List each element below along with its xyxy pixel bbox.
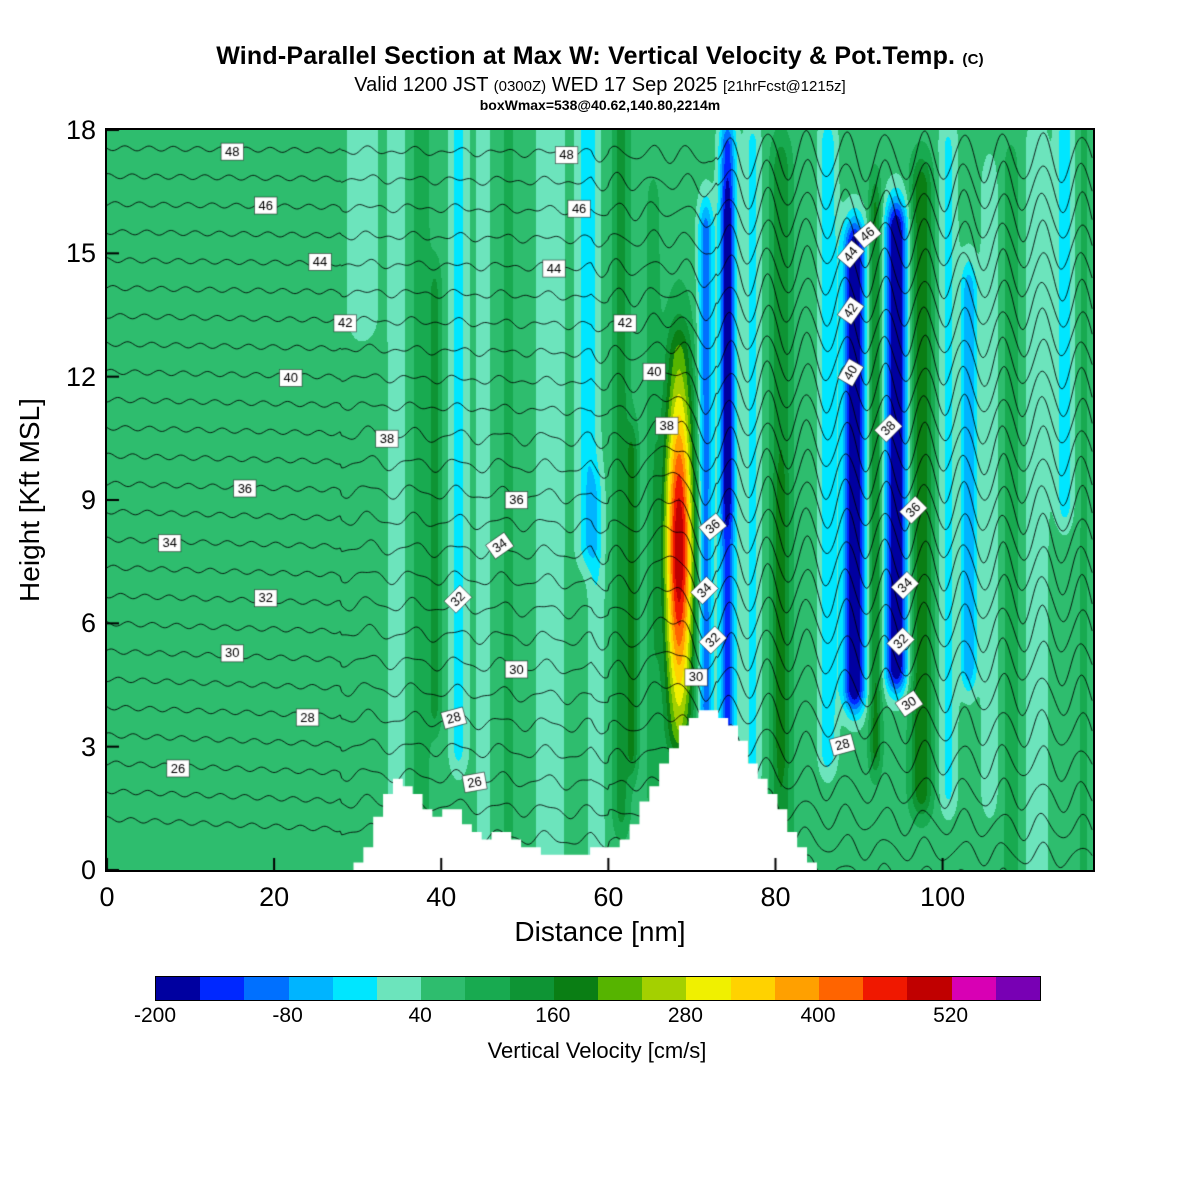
colorbar-segment (730, 977, 775, 1000)
colorbar-segment (509, 977, 554, 1000)
colorbar-tick-label: 400 (800, 1004, 836, 1027)
chart-subtitle: Valid 1200 JST (0300Z) WED 17 Sep 2025 [… (0, 74, 1200, 97)
colorbar-tick-label: 40 (408, 1004, 432, 1027)
x-tick-label: 100 (920, 882, 966, 912)
colorbar-segment (421, 977, 466, 1000)
y-tick-label: 3 (80, 731, 96, 762)
colorbar-segment (377, 977, 422, 1000)
y-tick-label: 18 (65, 115, 96, 145)
colorbar-segment (156, 977, 201, 1000)
y-tick-label: 15 (65, 238, 96, 269)
colorbar-segment (465, 977, 510, 1000)
valid-time-text: Valid 1200 JST (354, 74, 494, 96)
y-tick-label: 12 (65, 361, 96, 392)
colorbar-tick-label: -200 (133, 1004, 177, 1027)
colorbar-segment (598, 977, 643, 1000)
colorbar-title: Vertical Velocity [cm/s] (487, 1038, 707, 1063)
colorbar-segment (863, 977, 908, 1000)
colorbar-segment (553, 977, 599, 1000)
chart-title: Wind-Parallel Section at Max W: Vertical… (0, 42, 1200, 71)
colorbar-segment (774, 977, 820, 1000)
colorbar-segment (686, 977, 731, 1000)
x-tick-label: 20 (259, 882, 290, 912)
y-tick-label: 9 (80, 485, 96, 515)
colorbar-segment (642, 977, 687, 1000)
chart-title-text: Wind-Parallel Section at Max W: Vertical… (216, 42, 956, 70)
colorbar (155, 976, 1041, 1001)
x-tick-label: 60 (593, 882, 624, 912)
colorbar-tick-label: -80 (272, 1004, 303, 1027)
x-axis-title: Distance [nm] (514, 916, 686, 947)
colorbar-segment (951, 977, 996, 1000)
x-tick-label: 80 (760, 882, 791, 912)
chart-title-unit: (C) (962, 51, 984, 68)
colorbar-segment (244, 977, 289, 1000)
colorbar-segment (819, 977, 864, 1000)
colorbar-tick-label: 160 (535, 1004, 571, 1027)
x-tick-label: 40 (426, 882, 457, 912)
utc-time-text: (0300Z) (493, 78, 547, 95)
colorbar-tick-label: 520 (933, 1004, 969, 1027)
cross-section-canvas (107, 130, 1093, 870)
y-tick-label: 0 (80, 855, 96, 885)
colorbar-segment (907, 977, 952, 1000)
colorbar-segment (288, 977, 333, 1000)
colorbar-segment (332, 977, 378, 1000)
colorbar-segment (995, 977, 1041, 1000)
x-tick-label: 0 (99, 882, 115, 912)
colorbar-tick-label: 280 (667, 1004, 703, 1027)
colorbar-segment (200, 977, 245, 1000)
valid-date-text: WED 17 Sep 2025 (546, 74, 723, 96)
wmax-annotation: boxWmax=538@40.62,140.80,2214m (479, 97, 721, 113)
y-tick-label: 6 (80, 608, 96, 639)
plot-frame (105, 128, 1095, 872)
forecast-hour-text: [21hrFcst@1215z] (722, 78, 846, 95)
